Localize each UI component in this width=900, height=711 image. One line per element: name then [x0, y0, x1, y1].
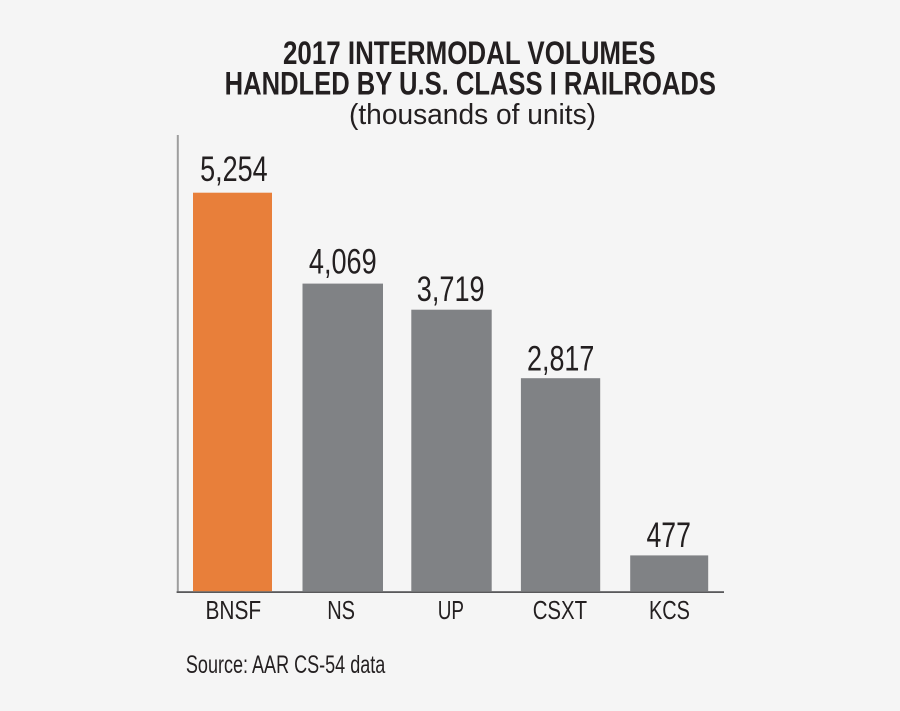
svg-text:NS: NS [327, 595, 355, 625]
svg-text:4,069: 4,069 [309, 242, 377, 281]
svg-text:Source: AAR CS-54 data: Source: AAR CS-54 data [186, 651, 386, 679]
svg-text:2,817: 2,817 [527, 339, 594, 378]
svg-text:BNSF: BNSF [205, 595, 261, 625]
svg-text:KCS: KCS [649, 595, 690, 625]
svg-text:CSXT: CSXT [533, 595, 587, 625]
svg-text:(thousands of units): (thousands of units) [349, 99, 596, 131]
svg-text:3,719: 3,719 [417, 270, 485, 309]
svg-text:2017 INTERMODAL VOLUMES: 2017 INTERMODAL VOLUMES [283, 35, 656, 71]
svg-text:477: 477 [647, 516, 691, 555]
svg-text:HANDLED BY U.S. CLASS I RAILRO: HANDLED BY U.S. CLASS I RAILROADS [225, 66, 716, 102]
svg-text:5,254: 5,254 [200, 150, 268, 189]
svg-text:UP: UP [438, 595, 464, 625]
